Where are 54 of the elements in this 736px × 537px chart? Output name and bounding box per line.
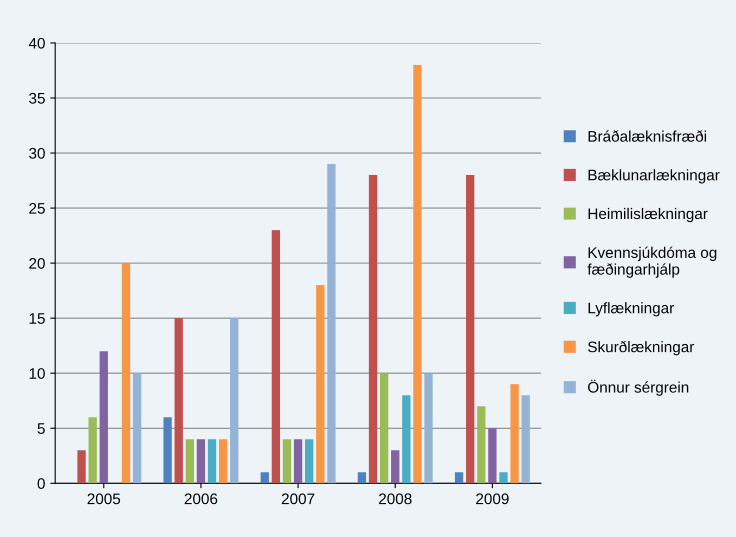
bar: [196, 439, 206, 484]
bar: [477, 406, 486, 484]
bar: [380, 373, 388, 484]
bar: [77, 450, 86, 484]
bar: [413, 64, 422, 484]
y-tick-label: 25: [29, 202, 45, 214]
x-tick-label: 2006: [184, 493, 218, 504]
bar: [218, 439, 228, 484]
y-tick-label: 40: [28, 38, 45, 49]
y-tick-label: 30: [29, 148, 45, 159]
y-tick-label: 5: [38, 423, 45, 434]
bar: [272, 230, 280, 484]
bar: [327, 164, 336, 484]
bar: [282, 439, 292, 484]
y-tick-label: 10: [30, 368, 45, 379]
bar: [368, 175, 378, 484]
y-tick-label: 15: [30, 313, 45, 324]
bar: [358, 472, 366, 484]
legend-label: Heimilislækningar: [588, 208, 708, 222]
x-tick-label: 2007: [282, 493, 314, 504]
bar: [88, 417, 97, 484]
legend-label: Bráðalæknisfræði: [588, 130, 706, 142]
legend-label: Skurðlækningar: [588, 340, 694, 356]
bar: [294, 439, 302, 484]
legend-label: Önnur sérgrein: [588, 380, 688, 396]
bar: [260, 472, 269, 484]
bar: [208, 439, 216, 484]
bar: [510, 384, 519, 484]
bar: [454, 472, 464, 484]
bar: [163, 417, 172, 484]
bar: [186, 439, 194, 484]
bar: [488, 428, 497, 484]
bar: [466, 175, 474, 484]
legend-label: Bæklunarlækningar: [588, 169, 720, 184]
legend-label: Kvennsjúkdóma og fæðingarhjálp: [588, 246, 716, 278]
x-tick-label: 2008: [379, 493, 412, 504]
bar: [100, 351, 108, 484]
y-tick-label: 20: [29, 258, 45, 269]
x-tick-label: 2009: [476, 493, 509, 504]
y-tick-label: 0: [38, 478, 45, 489]
bar: [522, 395, 530, 484]
legend-label: Lyflækningar: [588, 302, 674, 316]
bar: [499, 472, 508, 484]
bar: [305, 439, 314, 484]
bar: [132, 373, 142, 484]
bar: [316, 285, 324, 484]
bar: [174, 318, 183, 484]
bar: [391, 450, 400, 484]
bar: [230, 318, 238, 484]
bar: [424, 373, 433, 484]
bar: [402, 395, 410, 484]
x-tick-label: 2005: [88, 493, 120, 504]
y-tick-label: 35: [29, 92, 45, 104]
bar: [122, 263, 130, 484]
